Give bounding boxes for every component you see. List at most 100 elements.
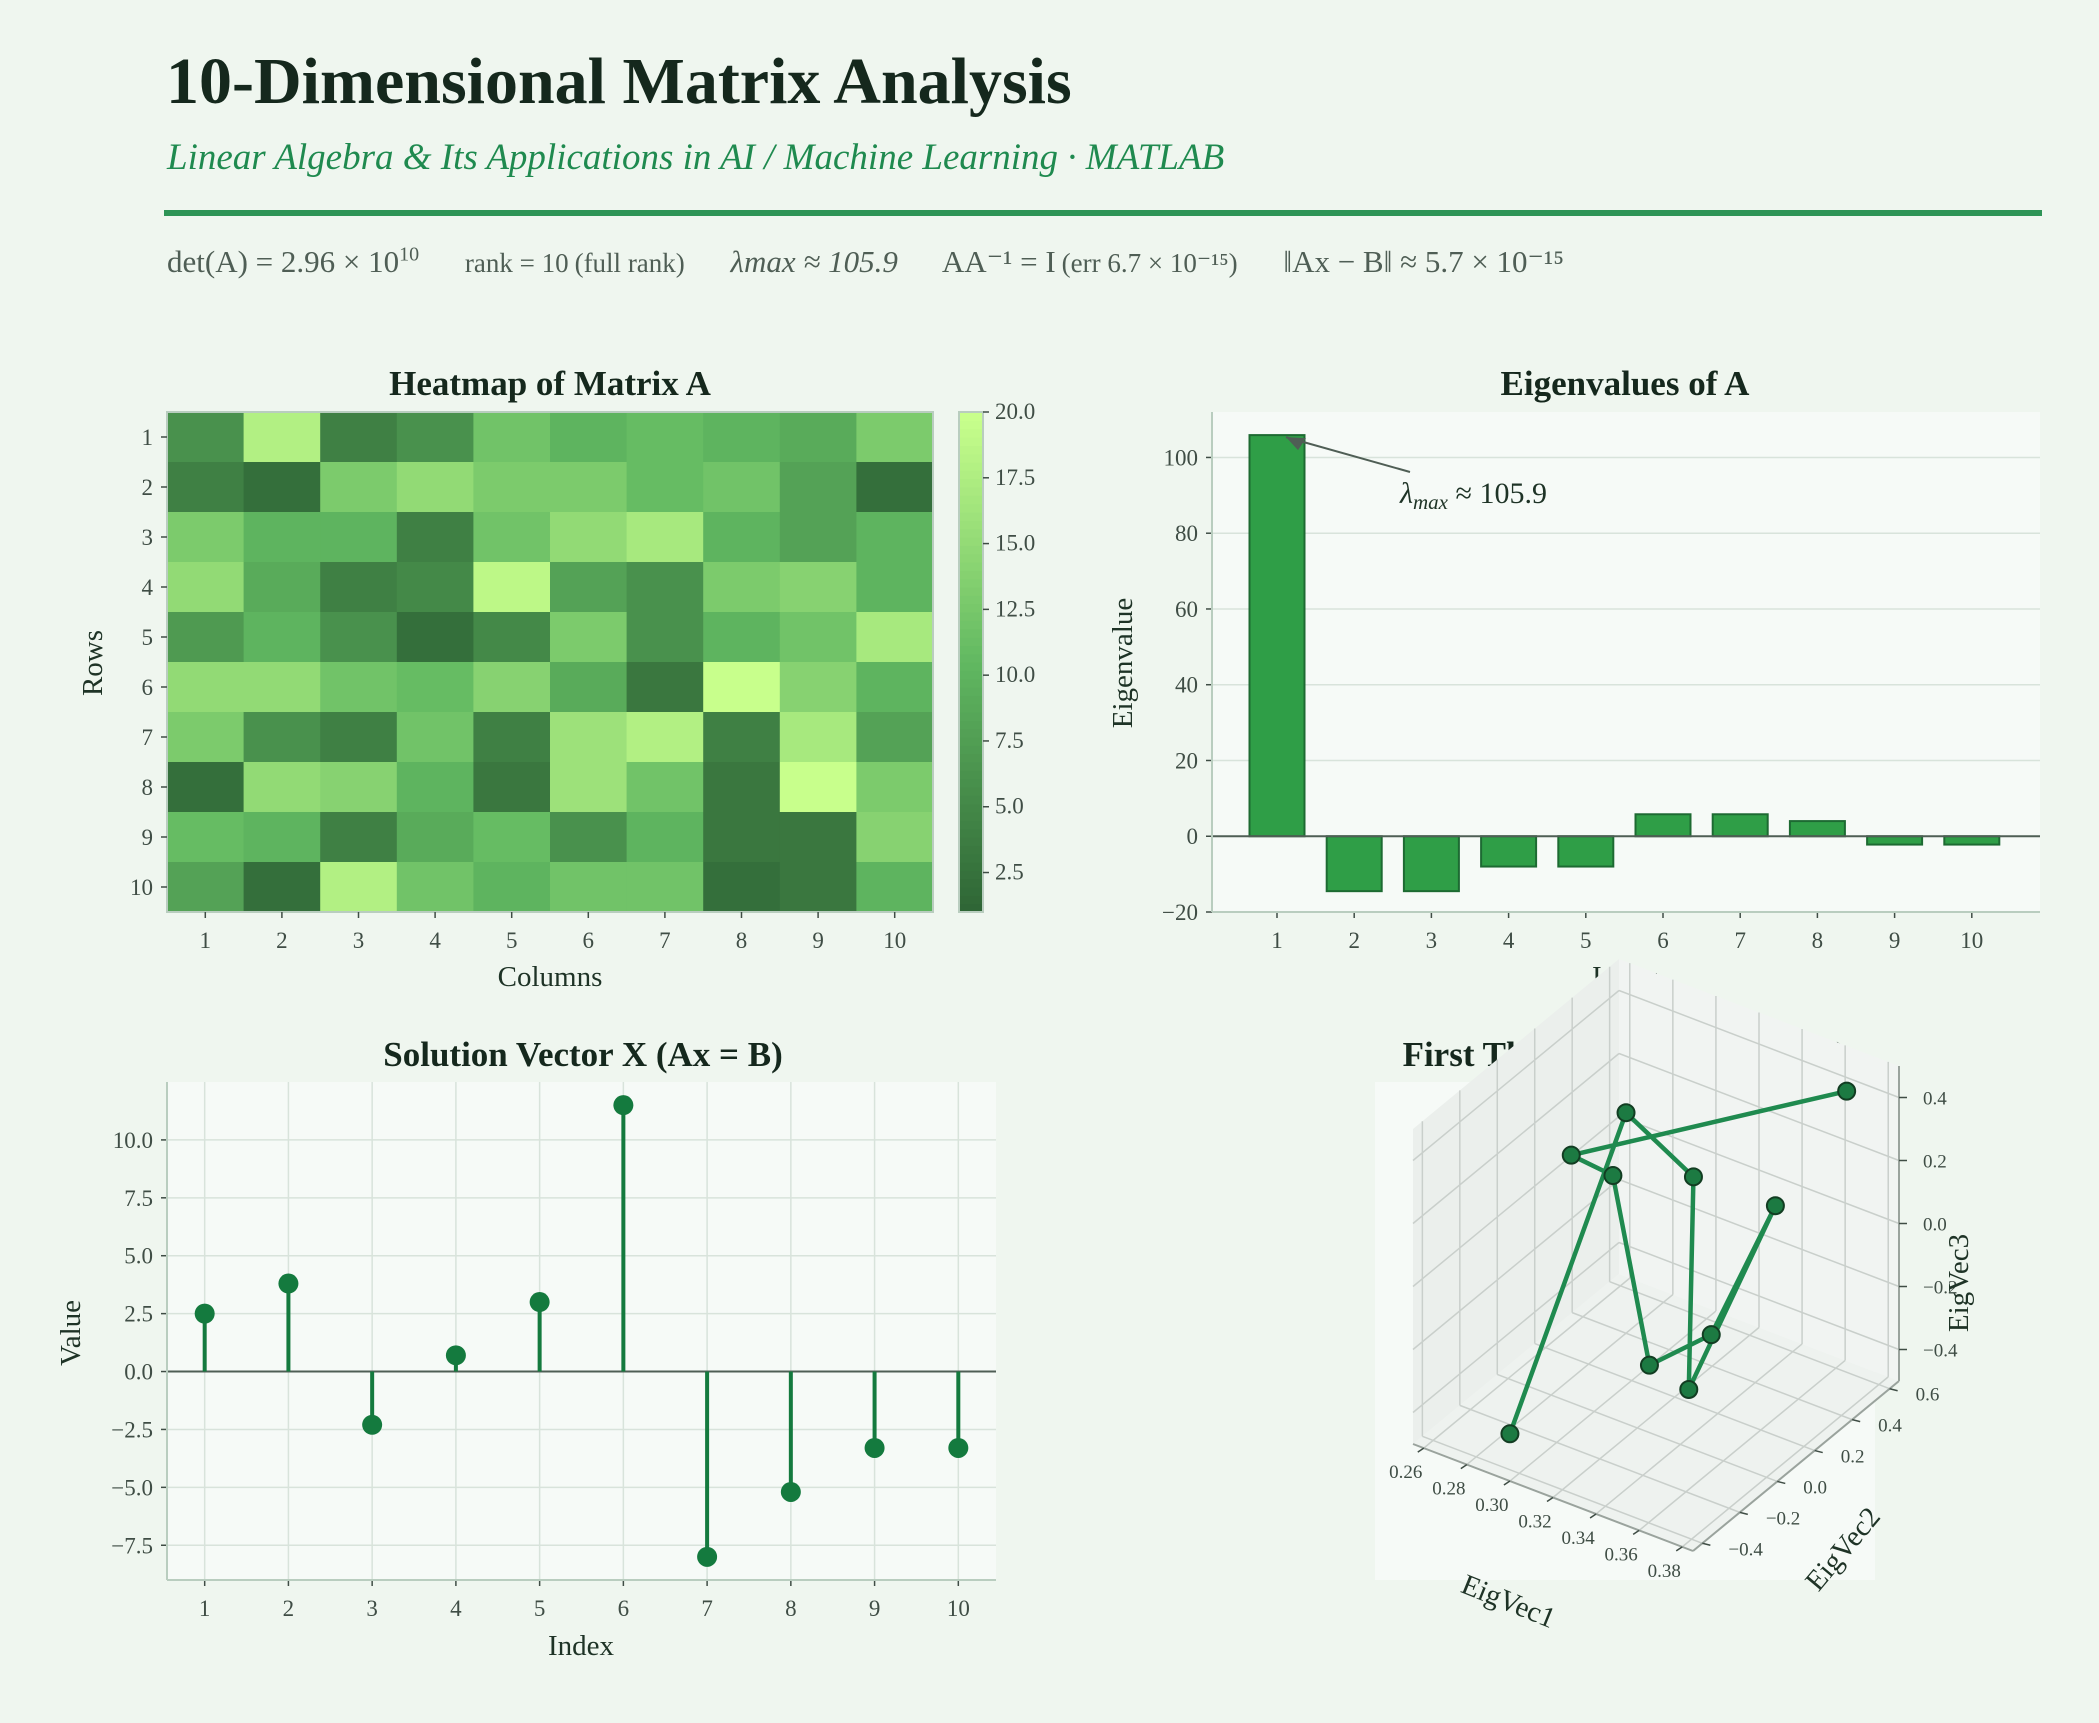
heatmap-cell <box>167 862 245 913</box>
heatmap-cell <box>550 562 628 613</box>
heatmap-cell <box>320 762 398 813</box>
heatmap-xtick-label: 2 <box>276 928 288 953</box>
eig3d-grid-x <box>1681 1376 1889 1548</box>
eig3d-grid-z <box>1412 1115 1620 1288</box>
colorbar-segment <box>959 895 983 905</box>
heatmap-cell <box>703 462 781 513</box>
heatmap-cell <box>473 612 551 663</box>
colorbar-segment <box>959 678 983 688</box>
eig3d-marker <box>1616 1103 1636 1123</box>
colorbar-segment <box>959 578 983 588</box>
eig3d-grid-y <box>1459 1404 1741 1514</box>
stat-residual: ‖Ax − B‖ ≈ 5.7 × 10⁻¹⁵ <box>1283 244 1565 280</box>
stem-xlabel: Index <box>548 1630 615 1662</box>
eig3d-grid-x <box>1423 1277 1631 1449</box>
heatmap-cell <box>626 762 704 813</box>
colorbar-segment <box>959 870 983 880</box>
colorbar-segment <box>959 820 983 830</box>
colorbar-segment <box>959 803 983 813</box>
annotation-arrowhead <box>1286 437 1306 451</box>
heatmap-cell <box>396 712 474 763</box>
colorbar-segment <box>959 712 983 721</box>
heatmap-cell <box>703 612 781 663</box>
heatmap-cell <box>626 862 704 913</box>
colorbar-segment <box>959 770 983 780</box>
eig3d-xtick-mark <box>1632 1529 1640 1536</box>
heatmap-ytick-label: 4 <box>142 575 154 600</box>
heatmap-cell <box>473 462 551 513</box>
colorbar-segment <box>959 562 983 571</box>
stem-ytick-label: 2.5 <box>124 1302 153 1327</box>
stat-lambda-max: λmax ≈ 105.9 <box>730 244 898 280</box>
heatmap-cell <box>167 712 245 763</box>
heatmap-cell <box>856 762 934 813</box>
heatmap-cell <box>779 712 857 763</box>
eig3d-grid-y <box>1571 1311 1853 1421</box>
colorbar-tick-label: 7.5 <box>995 728 1024 753</box>
heatmap-cell <box>703 662 781 713</box>
eig3d-xtick-mark <box>1503 1480 1511 1486</box>
heatmap-cell <box>626 662 704 713</box>
heatmap-cell <box>856 812 934 863</box>
heatmap-cell <box>473 412 551 463</box>
eig3d-marker <box>1500 1424 1520 1444</box>
colorbar: 2.5 5.0 7.5 10.0 12.5 15.0 17.5 20.0 <box>958 399 1035 913</box>
eigenvalue-xtick-label: 6 <box>1657 928 1669 953</box>
solution-stem-chart: Solution Vector X (Ax = B) Index Value −… <box>55 1035 996 1662</box>
colorbar-segment <box>959 695 983 705</box>
colorbar-segment <box>959 762 983 771</box>
eig3d-ytick-label: −0.2 <box>1766 1508 1800 1529</box>
eig3d-xtick-label: 0.30 <box>1475 1495 1508 1516</box>
colorbar-segment <box>959 537 983 546</box>
colorbar-segment <box>959 778 983 788</box>
stem-ytick-label: 0.0 <box>124 1360 153 1385</box>
heatmap-cell <box>703 412 781 463</box>
colorbar-segment <box>959 745 983 755</box>
colorbar-segment <box>959 628 983 638</box>
eig3d-marker <box>1701 1325 1721 1345</box>
colorbar-segment <box>959 853 983 863</box>
eig3d-ytick-label: −0.4 <box>1728 1539 1763 1560</box>
eig3d-grid-z <box>1412 1178 1620 1351</box>
eig3d-xtick-label: 0.26 <box>1389 1462 1422 1483</box>
eig3d-xtick-label: 0.38 <box>1648 1561 1681 1582</box>
heatmap-xtick-label: 4 <box>429 928 441 953</box>
stem-plot-bg <box>167 1082 996 1580</box>
eig3d-xtick-mark <box>1675 1546 1683 1552</box>
heatmap-frame <box>166 411 934 913</box>
heatmap-cell <box>243 562 321 613</box>
stem-xtick-label: 10 <box>947 1596 970 1621</box>
colorbar-segment <box>959 887 983 896</box>
heatmap-cell <box>856 662 934 713</box>
heatmap-cell <box>779 762 857 813</box>
colorbar-segment <box>959 812 983 821</box>
eig3d-grid-x <box>1595 1343 1803 1515</box>
heatmap-cell <box>550 862 628 913</box>
heatmap-cell <box>473 662 551 713</box>
eigenvalue-ytick-label: 100 <box>1164 445 1199 470</box>
colorbar-segment <box>959 462 983 471</box>
heatmap-cell <box>473 712 551 763</box>
colorbar-segment <box>959 878 983 888</box>
colorbar-segment <box>959 653 983 663</box>
heatmap-xtick-label: 3 <box>353 928 365 953</box>
colorbar-segment <box>959 612 983 621</box>
heatmap-cell <box>550 412 628 463</box>
colorbar-segment <box>959 753 983 763</box>
eig3d-ytick-mark <box>1702 1542 1711 1547</box>
heatmap-cell <box>396 812 474 863</box>
eigenvalue-xtick-label: 9 <box>1889 928 1901 953</box>
stat-rank: rank = 10 (full rank) <box>464 248 685 279</box>
colorbar-segment <box>959 703 983 713</box>
colorbar-segment <box>959 728 983 738</box>
stem-xtick-label: 3 <box>366 1596 378 1621</box>
heatmap-xtick-label: 9 <box>812 928 824 953</box>
heatmap-cell <box>320 512 398 563</box>
heatmap-cell <box>396 512 474 563</box>
stem-marker <box>613 1095 634 1116</box>
heatmap-cell <box>243 712 321 763</box>
eigenvalue-plot-bg <box>1212 412 2040 912</box>
heatmap-cell <box>856 462 934 513</box>
stat-inverse: AA⁻¹ = I (err 6.7 × 10⁻¹⁵) <box>941 244 1238 280</box>
page-subtitle: Linear Algebra & Its Applications in AI … <box>167 137 1225 178</box>
